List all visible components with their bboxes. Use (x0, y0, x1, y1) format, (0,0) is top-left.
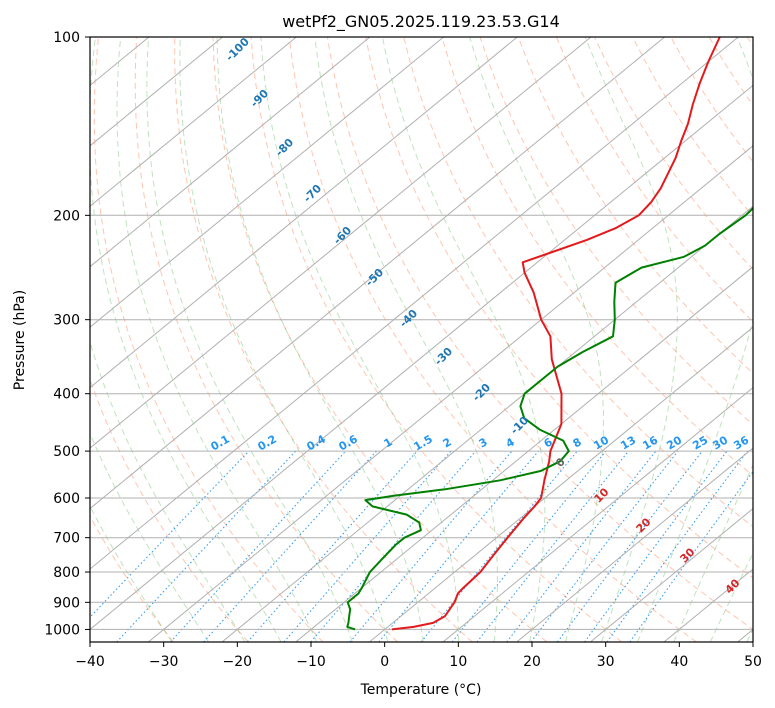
dry-adiabat-line (174, 37, 473, 642)
moist-adiabat-line (116, 37, 318, 642)
isotherm-line (369, 326, 753, 642)
isotherm-line (590, 507, 753, 642)
x-tick-label: 50 (744, 654, 762, 670)
mixing-ratio-line (170, 450, 347, 642)
mixing-ratio-line (247, 450, 418, 642)
dry-adiabat-line (90, 378, 249, 642)
isotherm-line (90, 37, 739, 570)
isotherm-line (221, 205, 753, 642)
x-tick-label: −40 (75, 654, 105, 670)
moist-adiabat-line (216, 37, 424, 642)
dry-adiabat-line (441, 37, 753, 477)
dry-adiabat-line (93, 37, 324, 642)
chart-title: wetPf2_GN05.2025.119.23.53.G14 (282, 12, 560, 32)
isotherm-line (90, 37, 592, 449)
isotherm-line (516, 447, 753, 642)
isotherm-line (148, 145, 753, 642)
moist-adiabat-line (637, 37, 753, 642)
isotherm-line (442, 386, 753, 642)
y-axis-title: Pressure (hPa) (12, 290, 28, 390)
mixing-ratio-line (629, 470, 753, 642)
mixing-ratio-line (476, 450, 630, 642)
dry-adiabat-line (326, 37, 753, 631)
mixing-ratio-line (203, 450, 377, 642)
x-axis-title: Temperature (°C) (360, 682, 482, 698)
dewpoint-profile (346, 206, 753, 631)
x-tick-label: 0 (380, 654, 389, 670)
moist-adiabat-line (469, 37, 604, 642)
y-tick-label: 500 (53, 444, 80, 460)
y-tick-label: 800 (53, 565, 80, 581)
y-tick-label: 900 (53, 595, 80, 611)
y-tick-label: 200 (53, 208, 80, 224)
temperature-profile (391, 37, 721, 631)
y-tick-label: 600 (53, 491, 80, 507)
mixing-ratio-line (378, 450, 539, 642)
moist-adiabat-line (260, 37, 460, 642)
mixing-ratio-line (451, 450, 607, 642)
mixing-ratio-line (606, 450, 748, 642)
dry-adiabat-line (555, 37, 753, 323)
y-tick-label: 400 (53, 387, 80, 403)
x-tick-label: −20 (223, 654, 253, 670)
dry-adiabat-line (288, 37, 697, 642)
isotherm-line (90, 37, 518, 389)
plot-frame (89, 36, 754, 643)
isotherm-line (90, 37, 297, 207)
mixing-ratio-line (420, 450, 578, 642)
mixing-ratio-line (116, 450, 297, 642)
mixing-ratio-line (557, 450, 703, 642)
y-tick-label: 700 (53, 531, 80, 547)
y-tick-label: 1000 (44, 622, 80, 638)
isotherm-line (90, 84, 753, 631)
isotherm-line (0, 37, 2, 642)
moist-adiabat-line (673, 463, 753, 642)
isotherm-line (295, 266, 753, 642)
dry-adiabat-line (479, 37, 753, 426)
moist-adiabat-line (314, 37, 498, 642)
y-tick-label: 300 (53, 313, 80, 329)
moist-adiabat-line (146, 37, 353, 642)
x-tick-label: −10 (296, 654, 326, 670)
isotherm-line (90, 37, 665, 510)
moist-adiabat-line (90, 37, 282, 642)
x-tick-label: 40 (670, 654, 688, 670)
dry-adiabat-line (212, 37, 548, 642)
x-tick-label: 10 (449, 654, 467, 670)
moist-adiabat-line (382, 37, 546, 642)
x-tick-label: 30 (597, 654, 615, 670)
moist-adiabat-line (90, 340, 246, 642)
dry-adiabat-line (517, 37, 753, 375)
x-tick-label: −30 (149, 654, 179, 670)
isotherm-line (90, 37, 223, 147)
dry-adiabat-line (90, 515, 174, 642)
mixing-ratio-line (349, 450, 513, 642)
moist-adiabat-line (90, 505, 173, 642)
x-tick-label: 20 (523, 654, 541, 670)
y-tick-label: 100 (53, 30, 80, 46)
plot-area (90, 37, 753, 642)
isotherm-line (90, 37, 371, 268)
moist-adiabat-line (179, 37, 389, 642)
moist-adiabat-line (90, 432, 210, 642)
mixing-ratio-line (584, 450, 728, 642)
mixing-ratio-line (530, 450, 679, 642)
isotherm-line (90, 37, 444, 328)
